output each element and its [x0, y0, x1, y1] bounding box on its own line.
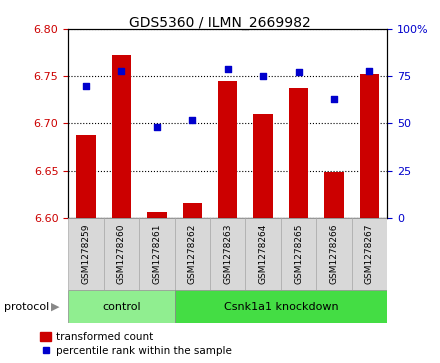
Text: GSM1278266: GSM1278266 — [330, 224, 338, 284]
Text: ▶: ▶ — [51, 302, 59, 312]
Text: GSM1278262: GSM1278262 — [188, 224, 197, 284]
Bar — [147, 212, 167, 218]
Text: GSM1278264: GSM1278264 — [259, 224, 268, 284]
Point — [330, 96, 337, 102]
Point — [118, 68, 125, 73]
Text: GSM1278260: GSM1278260 — [117, 224, 126, 284]
Legend: transformed count, percentile rank within the sample: transformed count, percentile rank withi… — [40, 332, 232, 356]
Bar — [104, 218, 139, 290]
Bar — [281, 218, 316, 290]
Text: GSM1278261: GSM1278261 — [152, 224, 161, 284]
Bar — [175, 218, 210, 290]
Bar — [360, 74, 379, 218]
Point — [366, 68, 373, 73]
Bar — [218, 81, 238, 218]
Bar — [210, 218, 246, 290]
Bar — [76, 135, 95, 218]
Bar — [246, 218, 281, 290]
Bar — [289, 87, 308, 218]
Text: GSM1278259: GSM1278259 — [81, 224, 91, 284]
Point — [82, 83, 89, 89]
Text: GSM1278263: GSM1278263 — [223, 224, 232, 284]
Bar — [183, 203, 202, 218]
Point — [153, 124, 160, 130]
Text: protocol: protocol — [4, 302, 50, 312]
Bar — [68, 218, 104, 290]
Bar — [139, 218, 175, 290]
Bar — [112, 56, 131, 218]
Bar — [175, 290, 387, 323]
Bar — [316, 218, 352, 290]
Bar — [324, 172, 344, 218]
Bar — [352, 218, 387, 290]
Point — [260, 73, 267, 79]
Text: Csnk1a1 knockdown: Csnk1a1 knockdown — [224, 302, 338, 312]
Point — [295, 70, 302, 76]
Point — [224, 66, 231, 72]
Bar — [253, 114, 273, 218]
Text: GSM1278267: GSM1278267 — [365, 224, 374, 284]
Text: GSM1278265: GSM1278265 — [294, 224, 303, 284]
Bar — [68, 290, 175, 323]
Text: control: control — [102, 302, 141, 312]
Text: GDS5360 / ILMN_2669982: GDS5360 / ILMN_2669982 — [129, 16, 311, 30]
Point — [189, 117, 196, 123]
